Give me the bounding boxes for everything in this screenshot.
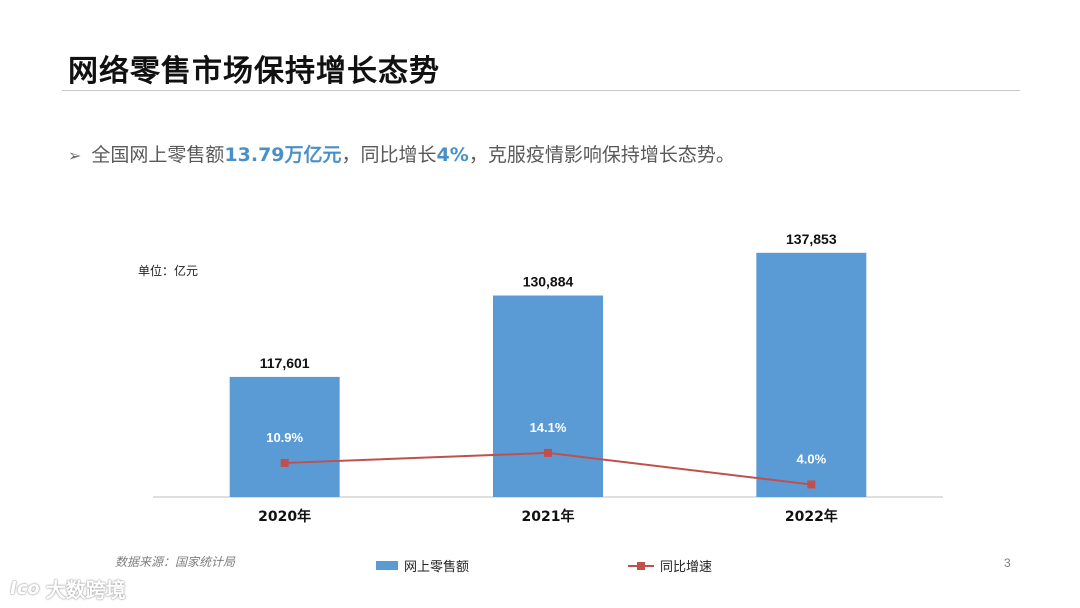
summary-bullet: ➢ 全国网上零售额13.79万亿元，同比增长4%，克服疫情影响保持增长态势。 xyxy=(68,140,735,167)
slide-title: 网络零售市场保持增长态势 xyxy=(68,54,440,89)
growth-point xyxy=(280,458,289,467)
bullet-highlight-growth: 4% xyxy=(436,144,469,166)
bullet-text-1: 全国网上零售额 xyxy=(91,144,225,166)
legend-line-swatch xyxy=(628,561,654,571)
bar-value-label: 117,601 xyxy=(260,355,310,371)
bullet-arrow-icon: ➢ xyxy=(68,146,82,165)
bar-2022年 xyxy=(756,252,867,497)
bar-2020年 xyxy=(229,376,340,497)
legend-item-line: 同比增速 xyxy=(628,556,712,575)
legend-bar-label: 网上零售额 xyxy=(404,560,470,575)
watermark-logo-icon: Ico xyxy=(10,578,40,599)
growth-point xyxy=(807,480,816,489)
x-tick-label: 2020年 xyxy=(258,508,311,525)
growth-point xyxy=(544,448,552,457)
growth-data-label: 14.1% xyxy=(530,420,567,435)
x-tick-label: 2021年 xyxy=(522,508,575,525)
bar-value-label: 137,853 xyxy=(786,231,837,247)
legend-bar-swatch xyxy=(376,561,398,570)
watermark-text: 大数跨境 xyxy=(45,578,126,602)
watermark: Ico 大数跨境 xyxy=(10,574,126,603)
growth-data-label: 10.9% xyxy=(266,430,303,445)
title-divider xyxy=(62,90,1020,91)
x-tick-label: 2022年 xyxy=(785,508,838,525)
bullet-text-3: ，克服疫情影响保持增长态势。 xyxy=(468,144,735,166)
page-number: 3 xyxy=(1004,556,1011,570)
legend-line-label: 同比增速 xyxy=(660,560,713,575)
bar-value-label: 130,884 xyxy=(523,274,574,290)
bullet-highlight-total: 13.79万亿元 xyxy=(224,144,342,166)
unit-label: 单位：亿元 xyxy=(138,264,199,278)
bar-2021年 xyxy=(493,295,603,497)
growth-data-label: 4.0% xyxy=(797,452,827,467)
legend-item-bar: 网上零售额 xyxy=(376,556,469,575)
data-source: 数据来源：国家统计局 xyxy=(115,555,236,569)
bullet-text-2: ，同比增长 xyxy=(341,144,437,166)
